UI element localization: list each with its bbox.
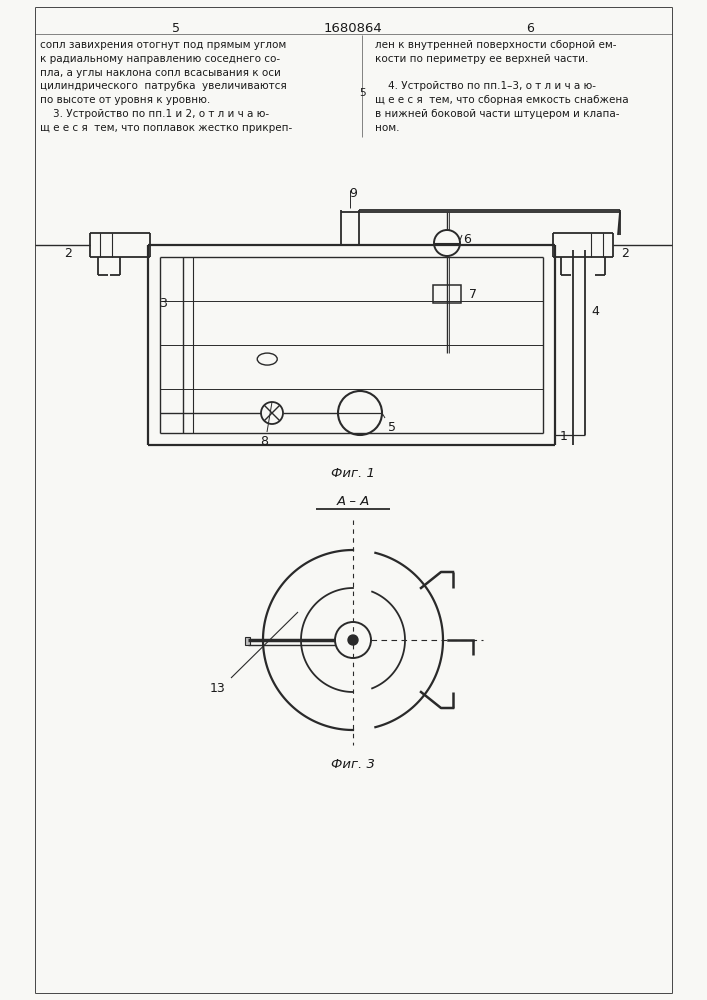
Text: щ е е с я  тем, что сборная емкость снабжена: щ е е с я тем, что сборная емкость снабж… <box>375 95 629 105</box>
Text: 7: 7 <box>469 288 477 300</box>
Bar <box>433 285 461 303</box>
Circle shape <box>348 635 358 645</box>
Text: 13: 13 <box>210 682 226 695</box>
Bar <box>245 637 250 645</box>
Text: 9: 9 <box>349 187 357 200</box>
Text: 3: 3 <box>159 297 167 310</box>
Text: 1: 1 <box>560 430 568 443</box>
Text: 2: 2 <box>621 247 629 260</box>
Text: 3. Устройство по пп.1 и 2, о т л и ч а ю-: 3. Устройство по пп.1 и 2, о т л и ч а ю… <box>40 109 269 119</box>
Text: цилиндрического  патрубка  увеличиваются: цилиндрического патрубка увеличиваются <box>40 81 287 91</box>
Text: пла, а углы наклона сопл всасывания к оси: пла, а углы наклона сопл всасывания к ос… <box>40 68 281 78</box>
Text: ном.: ном. <box>375 123 399 133</box>
Text: в нижней боковой части штуцером и клапа-: в нижней боковой части штуцером и клапа- <box>375 109 619 119</box>
Text: 1680864: 1680864 <box>324 22 382 35</box>
Text: щ е е с я  тем, что поплавок жестко прикреп-: щ е е с я тем, что поплавок жестко прикр… <box>40 123 292 133</box>
Text: 2: 2 <box>64 247 72 260</box>
Text: лен к внутренней поверхности сборной ем-: лен к внутренней поверхности сборной ем- <box>375 40 617 50</box>
Text: сопл завихрения отогнут под прямым углом: сопл завихрения отогнут под прямым углом <box>40 40 286 50</box>
Text: 8: 8 <box>260 435 268 448</box>
Text: кости по периметру ее верхней части.: кости по периметру ее верхней части. <box>375 54 588 64</box>
Text: 5: 5 <box>172 22 180 35</box>
Text: 6: 6 <box>526 22 534 35</box>
Text: по высоте от уровня к уровню.: по высоте от уровня к уровню. <box>40 95 210 105</box>
Text: 5: 5 <box>360 88 366 98</box>
Text: Фиг. 3: Фиг. 3 <box>331 758 375 771</box>
Text: А – А: А – А <box>337 495 370 508</box>
Text: Фиг. 1: Фиг. 1 <box>331 467 375 480</box>
Text: 6: 6 <box>463 233 471 246</box>
Text: 4. Устройство по пп.1–3, о т л и ч а ю-: 4. Устройство по пп.1–3, о т л и ч а ю- <box>375 81 596 91</box>
Text: к радиальному направлению соседнего со-: к радиальному направлению соседнего со- <box>40 54 280 64</box>
Text: 4: 4 <box>591 305 599 318</box>
Text: 5: 5 <box>388 421 396 434</box>
